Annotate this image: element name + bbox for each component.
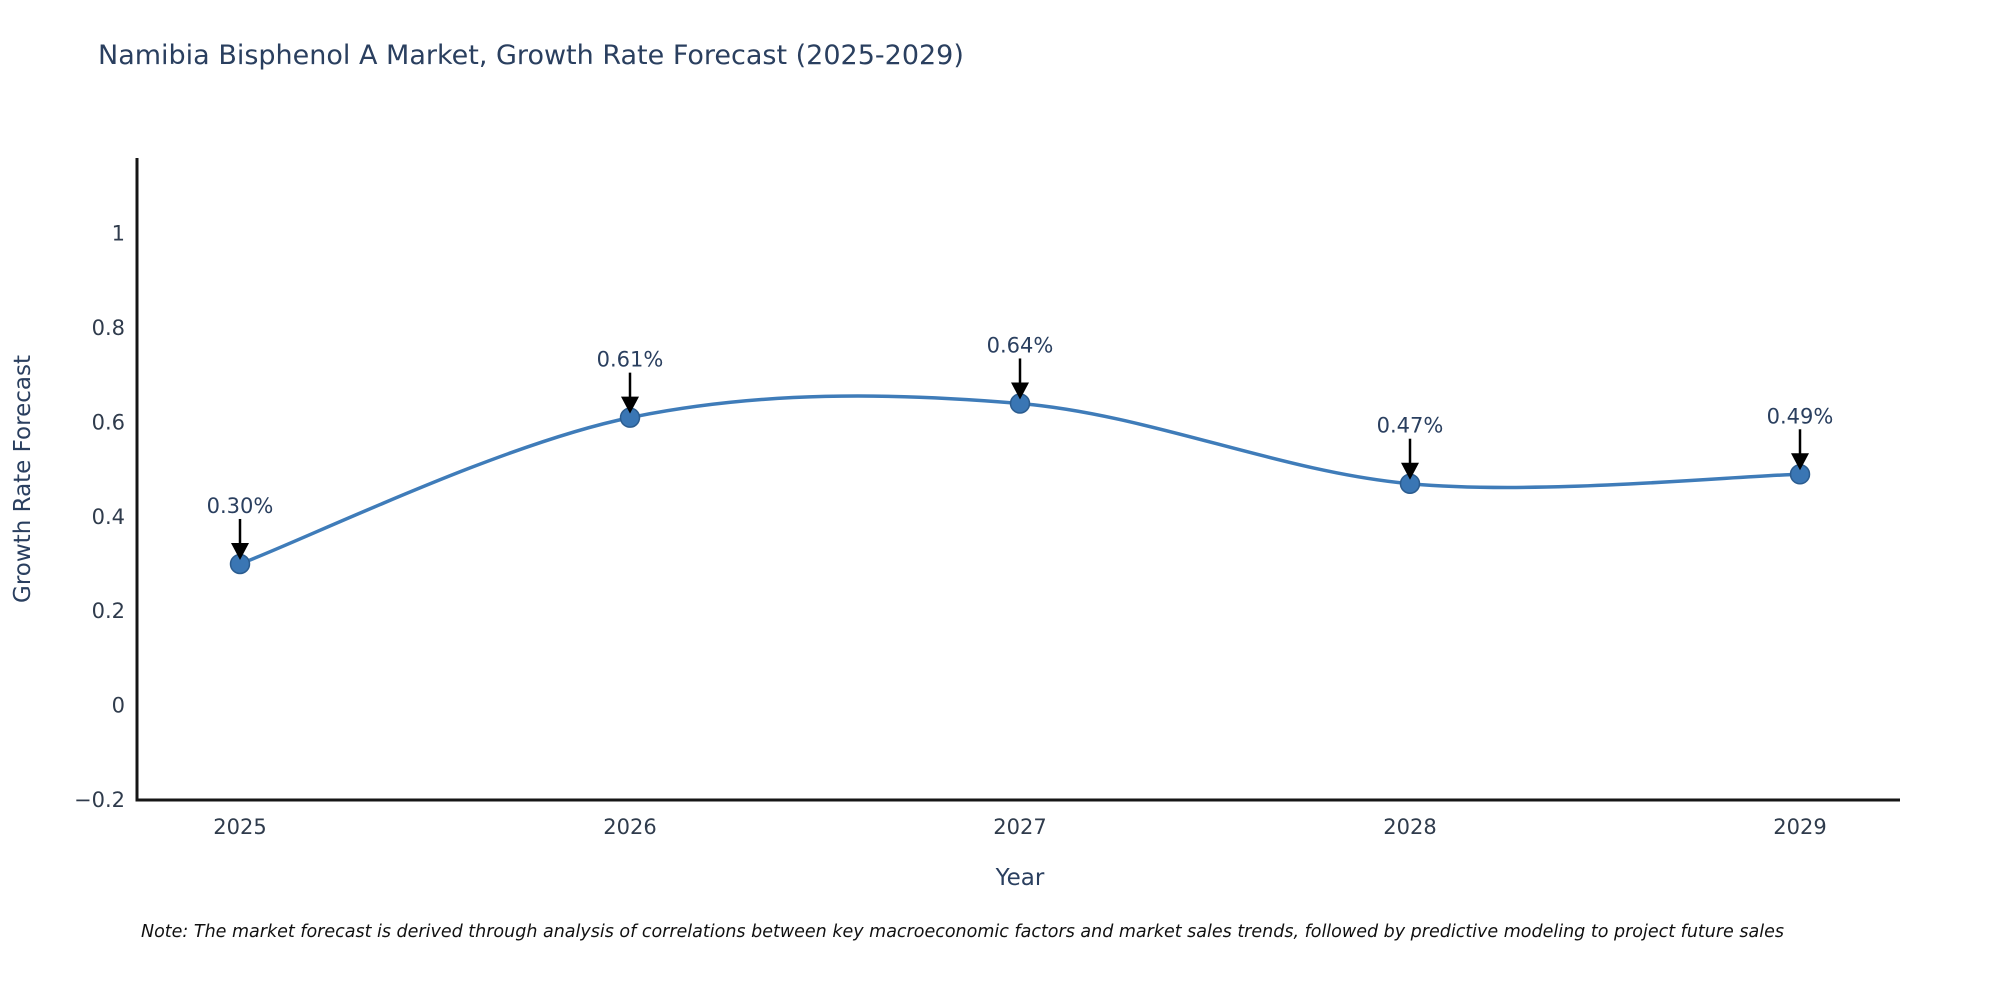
y-tick-label: −0.2 [74,788,125,812]
y-tick-label: 1 [112,222,125,246]
x-axis-title: Year [995,865,1045,891]
point-annotation-label: 0.64% [987,333,1054,357]
x-tick-label: 2027 [993,815,1046,839]
x-tick-label: 2026 [603,815,656,839]
y-tick-label: 0.4 [92,505,125,529]
growth-rate-line-chart: −0.2 0 0.2 0.4 0.6 0.8 1 2025 2026 2027 2028 2029 Gr… [10,158,1900,891]
annotation-arrowhead [621,396,639,414]
y-tick-label: 0.2 [92,599,125,623]
y-tick-label: 0 [112,694,125,718]
annotation-arrowhead [1011,382,1029,400]
point-annotation-label: 0.47% [1377,414,1444,438]
annotation-arrowhead [1791,453,1809,471]
y-axis-title: Growth Rate Forecast [10,355,36,603]
x-tick-label: 2025 [213,815,266,839]
annotation-arrowhead [231,542,249,560]
y-tick-label: 0.8 [92,316,125,340]
x-tick-label: 2029 [1773,815,1826,839]
annotation-arrowhead [1401,462,1419,480]
point-annotation-label: 0.61% [597,348,664,372]
point-annotation-label: 0.49% [1767,404,1834,428]
x-tick-label: 2028 [1383,815,1436,839]
y-tick-label: 0.6 [92,410,125,434]
chart-title: Namibia Bisphenol A Market, Growth Rate … [98,40,964,71]
footnote: Note: The market forecast is derived thr… [141,922,1784,942]
point-annotation-label: 0.30% [207,494,274,518]
trend-line [238,394,1802,566]
